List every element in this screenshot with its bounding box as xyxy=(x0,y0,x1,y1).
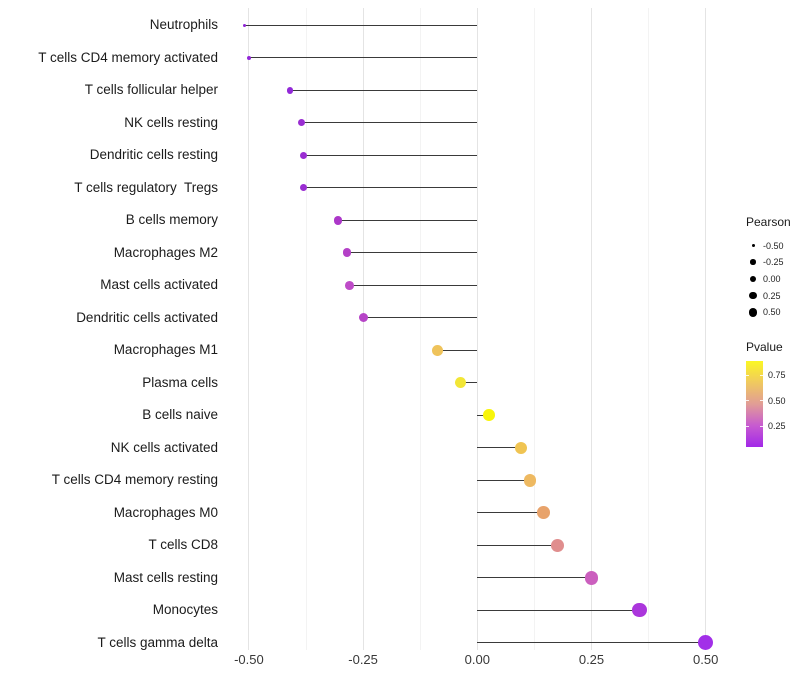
data-point xyxy=(632,603,647,618)
x-axis-tick-label: 0.25 xyxy=(578,652,605,667)
pvalue-gradient-bar xyxy=(746,361,763,447)
data-point xyxy=(242,23,246,27)
data-point xyxy=(550,538,564,552)
data-point xyxy=(246,55,251,60)
x-axis-tick-label: 0.50 xyxy=(693,652,719,667)
gradient-tick xyxy=(760,425,763,427)
category-label: Neutrophils xyxy=(149,17,218,33)
data-point xyxy=(297,119,306,127)
gradient-tick xyxy=(760,400,763,402)
category-label: T cells follicular helper xyxy=(84,82,218,98)
lollipop-stem xyxy=(303,154,478,156)
category-label: B cells memory xyxy=(125,212,218,228)
lollipop-stem xyxy=(303,187,478,189)
size-legend-label: 0.25 xyxy=(763,290,781,301)
data-point xyxy=(523,474,537,487)
category-label: Macrophages M2 xyxy=(113,244,218,260)
data-point xyxy=(300,151,308,159)
data-point xyxy=(286,86,294,94)
data-point xyxy=(342,248,352,258)
lollipop-stem xyxy=(477,609,640,611)
minor-gridline xyxy=(305,8,307,650)
x-axis-tick-label: 0.00 xyxy=(464,652,490,667)
gradient-tick xyxy=(746,425,749,427)
size-legend-label: -0.50 xyxy=(763,240,784,251)
category-label: T cells CD4 memory activated xyxy=(38,49,218,65)
category-label: Macrophages M0 xyxy=(113,504,218,520)
lollipop-stem xyxy=(248,57,478,59)
data-point xyxy=(333,216,343,225)
category-label: T cells gamma delta xyxy=(97,634,218,650)
size-legend-label: 0.50 xyxy=(763,307,781,318)
pvalue-legend-label: 0.50 xyxy=(768,395,786,406)
lollipop-stem xyxy=(477,544,558,546)
lollipop-stem xyxy=(363,317,478,319)
major-gridline xyxy=(705,8,707,650)
category-label: B cells naive xyxy=(142,407,218,423)
size-legend-key-dot xyxy=(750,259,756,265)
major-gridline xyxy=(362,8,364,650)
x-axis-tick-label: -0.25 xyxy=(348,652,378,667)
data-point xyxy=(482,409,495,422)
color-legend-title: Pvalue xyxy=(746,340,783,354)
size-legend-label: 0.00 xyxy=(763,273,781,284)
lollipop-stem xyxy=(477,577,592,579)
data-point xyxy=(345,280,354,290)
category-label: Dendritic cells resting xyxy=(89,147,218,163)
category-label: Mast cells activated xyxy=(100,277,218,293)
gradient-tick xyxy=(746,400,749,402)
category-label: Plasma cells xyxy=(142,374,218,390)
gradient-tick xyxy=(760,374,763,376)
major-gridline xyxy=(248,8,250,650)
lollipop-stem xyxy=(347,252,478,254)
data-point xyxy=(537,506,550,520)
category-label: Monocytes xyxy=(152,602,218,618)
category-label: T cells CD8 xyxy=(148,537,218,553)
pvalue-legend-label: 0.25 xyxy=(768,421,786,432)
gradient-tick xyxy=(746,374,749,376)
category-label: NK cells activated xyxy=(110,439,218,455)
minor-gridline xyxy=(648,8,650,650)
minor-gridline xyxy=(533,8,535,650)
data-point xyxy=(358,313,368,323)
size-legend-title: Pearson xyxy=(746,215,791,229)
size-legend-label: -0.25 xyxy=(763,257,784,268)
minor-gridline xyxy=(419,8,421,650)
size-legend-key-dot xyxy=(749,275,757,283)
x-axis-tick-label: -0.50 xyxy=(234,652,264,667)
lollipop-stem xyxy=(244,24,478,26)
lollipop-stem xyxy=(477,512,544,514)
size-legend-key-dot xyxy=(748,308,758,317)
data-point xyxy=(300,184,308,192)
lollipop-stem xyxy=(301,122,478,124)
category-label: Mast cells resting xyxy=(113,569,218,585)
category-label: Macrophages M1 xyxy=(113,342,218,358)
data-point xyxy=(584,571,599,585)
pvalue-legend-label: 0.75 xyxy=(768,370,786,381)
size-legend-key-dot xyxy=(751,244,755,247)
data-point xyxy=(454,377,466,389)
major-gridline xyxy=(476,8,478,650)
category-label: T cells regulatory Tregs xyxy=(74,179,218,195)
category-label: Dendritic cells activated xyxy=(76,309,218,325)
category-label: T cells CD4 memory resting xyxy=(51,472,218,488)
lollipop-stem xyxy=(460,382,478,384)
data-point xyxy=(514,441,527,454)
lollipop-stem xyxy=(290,89,478,91)
data-point xyxy=(432,344,443,356)
data-point xyxy=(698,635,714,651)
category-label: NK cells resting xyxy=(124,114,218,130)
lollipop-stem xyxy=(337,219,478,221)
lollipop-stem xyxy=(437,349,478,351)
size-legend-key-dot xyxy=(749,291,757,300)
lollipop-stem xyxy=(477,642,706,644)
lollipop-stem xyxy=(477,479,530,481)
lollipop-stem xyxy=(477,447,521,449)
major-gridline xyxy=(591,8,592,650)
lollipop-stem xyxy=(349,284,478,286)
